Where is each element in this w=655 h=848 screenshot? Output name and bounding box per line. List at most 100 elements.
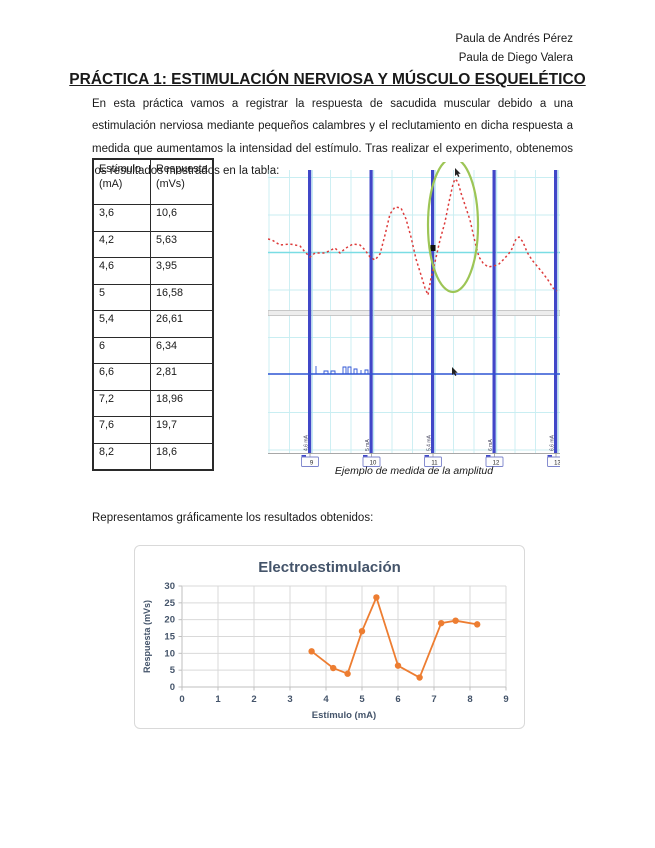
- table-row: 7,6 19,7: [92, 416, 214, 444]
- table-header-row: Estímulo (mA) Respuesta (mVs): [92, 158, 214, 205]
- measurement-mark: [430, 245, 436, 251]
- chart-title: Electroestimulación: [258, 559, 401, 576]
- electroestimulacion-chart: Electroestimulación 0 1 2 3 4 5 6 7 8 9 0 5 10 15 20 25 3…: [142, 559, 509, 721]
- marker-number-box: [424, 456, 442, 467]
- cell-estimulo: 7,2: [92, 389, 151, 417]
- data-point: [416, 674, 423, 681]
- figure-caption: Ejemplo de medida de la amplitud: [334, 465, 494, 477]
- marker-number-box: [362, 456, 381, 467]
- x-tick-label: 3: [287, 694, 292, 705]
- y-tick-label: 20: [164, 615, 175, 626]
- cell-respuesta: 3,95: [149, 257, 214, 285]
- x-tick-label: 2: [251, 694, 256, 705]
- data-point: [452, 617, 459, 624]
- table-row: 6 6,34: [92, 336, 214, 364]
- emg-trace: [267, 177, 558, 298]
- table-row: 3,6 10,6: [92, 204, 214, 232]
- col-header-estimulo: Estímulo (mA): [92, 158, 151, 205]
- x-tick-label: 5: [359, 694, 365, 705]
- stimulus-marker-label: 6 mA: [488, 439, 494, 451]
- stimulus-pulses: [315, 366, 369, 374]
- stimulus-marker-number: 10: [370, 460, 377, 466]
- results-table-head: Estímulo (mA) Respuesta (mVs): [92, 158, 214, 205]
- graph-intro-text: Representamos gráficamente los resultado…: [92, 512, 374, 524]
- x-tick-label: 1: [215, 694, 221, 705]
- x-tick-label: 6: [395, 694, 400, 705]
- table-row: 4,2 5,63: [92, 230, 214, 258]
- y-tick-label: 15: [164, 632, 175, 643]
- cell-respuesta: 19,7: [149, 416, 214, 444]
- stimulus-marker-number: 9: [310, 460, 314, 466]
- cell-respuesta: 26,61: [149, 310, 214, 338]
- oscilloscope-figure: 4,6 mA 9 5 mA 10 5,4 mA 11 6 mA 12 6,6 mA 13: [267, 156, 565, 468]
- cell-respuesta: 6,34: [149, 336, 214, 364]
- cell-estimulo: 8,2: [92, 442, 151, 471]
- col-unit: (mA): [99, 178, 123, 190]
- series-line: [311, 596, 478, 679]
- marker-flag-icon: [301, 455, 306, 458]
- cell-estimulo: 7,6: [92, 416, 151, 444]
- oscilloscope-screenshot: 4,6 mA 9 5 mA 10 5,4 mA 11 6 mA 12 6,6 mA 13: [267, 156, 565, 467]
- cell-respuesta: 10,6: [149, 204, 214, 232]
- cursor-icon: [455, 168, 461, 177]
- marker-number-box: [485, 456, 504, 467]
- cell-respuesta: 2,81: [149, 363, 214, 391]
- y-tick-label: 10: [164, 648, 175, 659]
- y-tick-label: 25: [164, 598, 175, 609]
- y-tick-label: 30: [164, 581, 175, 592]
- x-tick-label: 7: [431, 694, 436, 705]
- table-row: 4,6 3,95: [92, 257, 214, 285]
- stimulus-marker-label: 5,4 mA: [427, 434, 433, 451]
- x-tick-label: 4: [323, 694, 329, 705]
- event-marker-line: [554, 170, 558, 453]
- cell-estimulo: 5,4: [92, 310, 151, 338]
- stimulus-marker-number: 13: [554, 460, 560, 466]
- data-point: [358, 627, 366, 635]
- table-row: 5 16,58: [92, 283, 214, 311]
- results-table: Estímulo (mA) Respuesta (mVs) 3,6 10,6 4,2 5,…: [92, 158, 214, 471]
- stimulus-marker-label: 5 mA: [365, 439, 371, 451]
- y-axis-label: Respuesta (mVs): [142, 600, 152, 673]
- y-tick-label: 0: [170, 682, 175, 693]
- table-row: 7,2 18,96: [92, 389, 214, 417]
- col-title: Respuesta: [156, 163, 208, 175]
- cell-respuesta: 5,63: [149, 230, 214, 258]
- cell-estimulo: 5: [92, 283, 151, 311]
- chart-container: Electroestimulación 0 1 2 3 4 5 6 7 8 9 0 5 10 15 20 25 3…: [134, 545, 525, 729]
- cell-estimulo: 4,2: [92, 230, 151, 258]
- table-row: 6,6 2,81: [92, 363, 214, 391]
- table-row: 8,2 18,6: [92, 442, 214, 471]
- author-2: Paula de Diego Valera: [458, 52, 573, 64]
- marker-flag-icon: [547, 455, 552, 458]
- stimulus-marker-label: 6,6 mA: [550, 434, 556, 451]
- data-point: [330, 664, 337, 672]
- data-point: [474, 621, 481, 628]
- y-tick-label: 5: [170, 665, 176, 676]
- document-title: PRÁCTICA 1: ESTIMULACIÓN NERVIOSA Y MÚSC…: [69, 71, 586, 88]
- data-point: [373, 594, 380, 601]
- x-tick-label: 8: [467, 694, 472, 705]
- event-marker-line: [369, 170, 373, 453]
- stimulus-marker-number: 12: [493, 460, 500, 466]
- event-marker-line: [431, 170, 435, 453]
- table-row: 5,4 26,61: [92, 310, 214, 338]
- col-header-respuesta: Respuesta (mVs): [149, 158, 214, 205]
- data-point: [394, 662, 402, 669]
- x-tick-label: 0: [179, 694, 184, 705]
- stimulus-marker-number: 11: [431, 460, 438, 466]
- author-block: Paula de Andrés Pérez Paula de Diego Val…: [455, 30, 573, 68]
- event-marker-line: [308, 170, 312, 453]
- col-unit: (mVs): [156, 178, 185, 190]
- cell-estimulo: 4,6: [92, 257, 151, 285]
- cell-respuesta: 18,6: [149, 442, 214, 471]
- event-marker-line: [492, 170, 496, 453]
- x-axis-label: Estímulo (mA): [312, 710, 376, 721]
- marker-flag-icon: [486, 455, 491, 458]
- data-point: [308, 648, 315, 655]
- results-table-body: 3,6 10,6 4,2 5,63 4,6 3,95 5 16,58 5,4 26,61 6 6,34…: [92, 204, 214, 471]
- author-1: Paula de Andrés Pérez: [455, 33, 573, 45]
- cell-estimulo: 6: [92, 336, 151, 364]
- marker-flag-icon: [424, 455, 429, 458]
- cell-estimulo: 3,6: [92, 204, 151, 232]
